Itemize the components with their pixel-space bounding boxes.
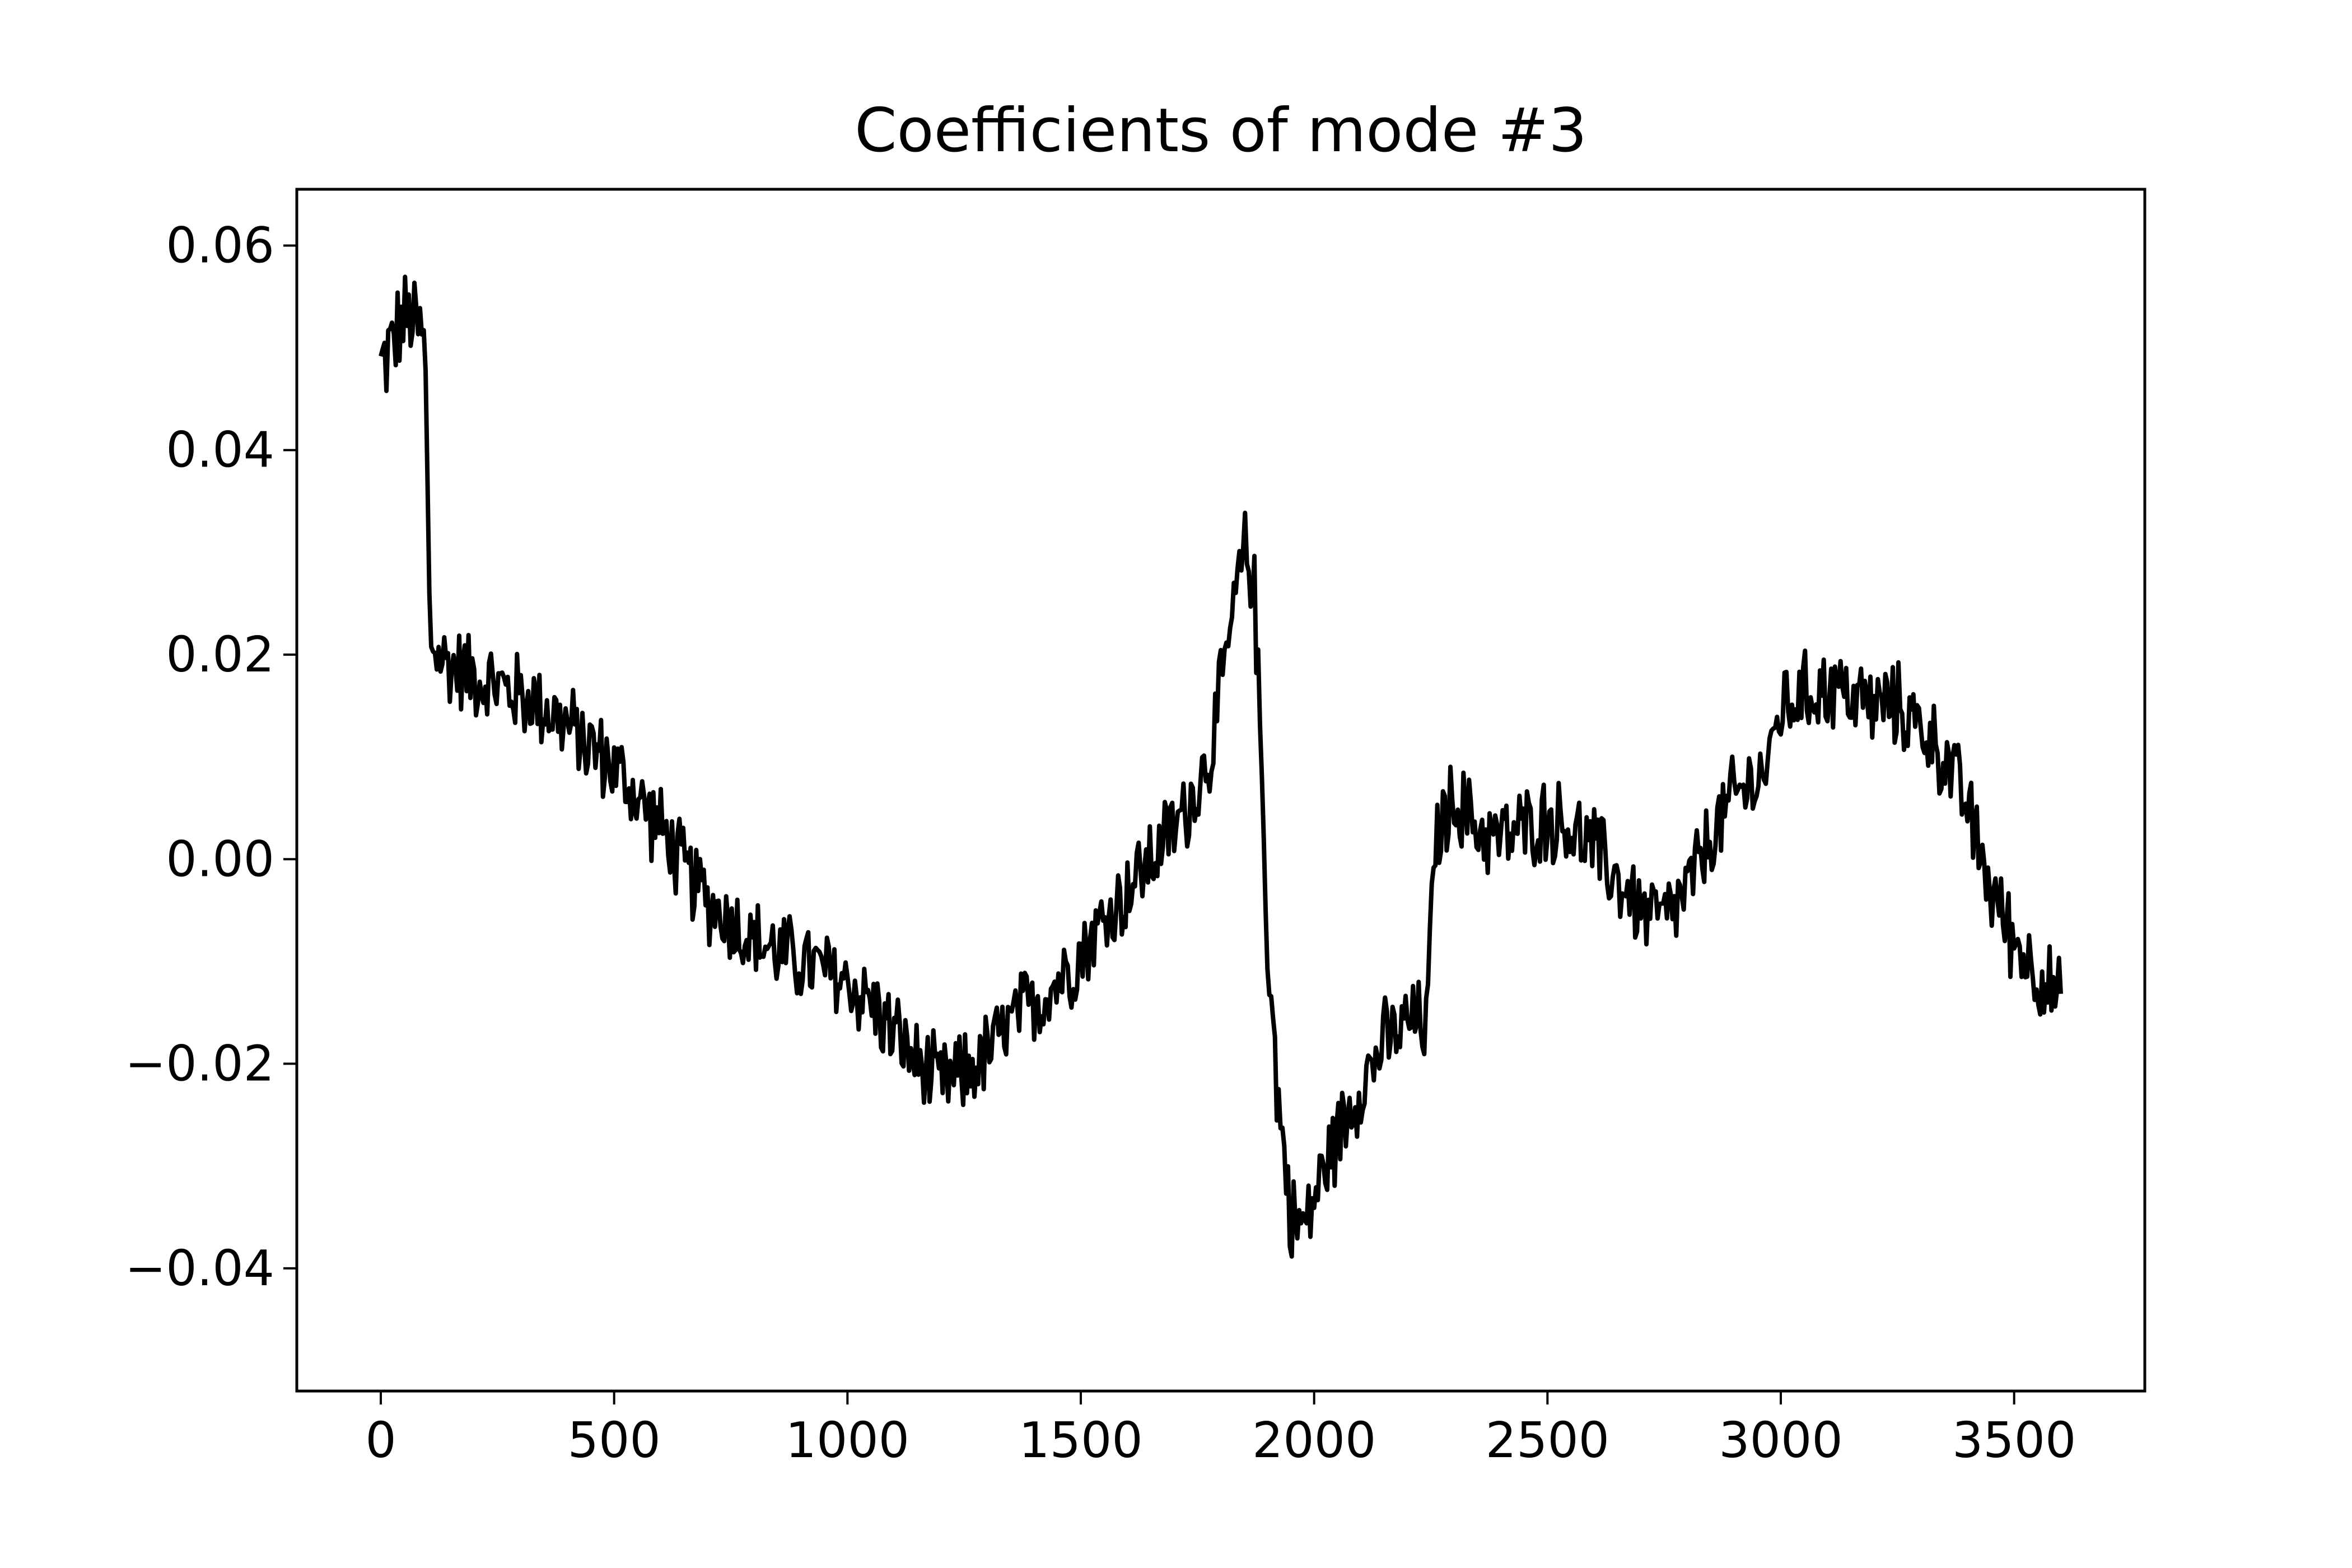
x-tick-label: 2000 [1252,1412,1376,1469]
y-tick-label: 0.02 [166,626,274,683]
x-tick-label: 3000 [1719,1412,1842,1469]
y-tick-label: −0.02 [125,1035,274,1093]
y-tick-label: 0.04 [166,422,274,479]
x-tick-label: 2500 [1486,1412,1609,1469]
y-tick-label: 0.00 [166,830,274,888]
x-tick-label: 1000 [786,1412,909,1469]
x-tick-label: 500 [568,1412,661,1469]
y-tick-label: 0.06 [166,217,274,274]
x-tick-label: 0 [365,1412,396,1469]
plot-frame [295,188,2146,1393]
y-tick-label: −0.04 [125,1240,274,1297]
series-layer [379,274,2063,1259]
series-line [379,274,2063,1259]
axis-ticks: 0 500 1000 1500 2000 2500 3000 3500 −0.04 −0.02 0.… [125,217,2076,1469]
x-tick-label: 3500 [1952,1412,2076,1469]
chart-title: Coefficients of mode #3 [855,96,1587,166]
x-tick-label: 1500 [1019,1412,1142,1469]
